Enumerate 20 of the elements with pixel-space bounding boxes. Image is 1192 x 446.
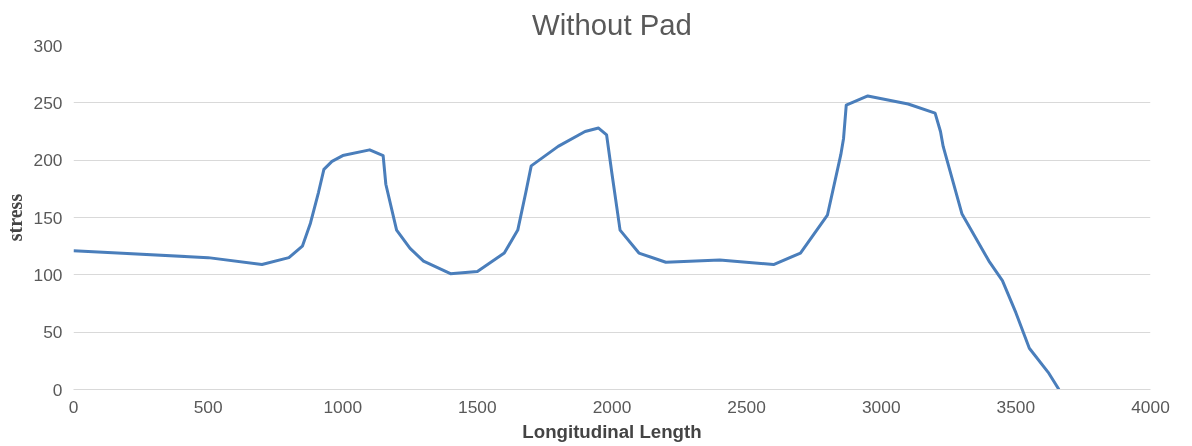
y-tick-label: 150 bbox=[33, 207, 63, 228]
x-tick-label: 500 bbox=[193, 396, 223, 417]
line-series bbox=[73, 94, 1061, 390]
y-tick-label: 200 bbox=[33, 150, 63, 171]
y-tick-label: 50 bbox=[43, 322, 63, 343]
x-tick-label: 2500 bbox=[727, 396, 766, 417]
x-tick-label: 3000 bbox=[861, 396, 901, 417]
x-tick-label: 0 bbox=[68, 396, 79, 417]
y-tick-label: 300 bbox=[33, 35, 63, 56]
y-tick-label: 100 bbox=[33, 264, 63, 285]
x-tick-label: 4000 bbox=[1131, 396, 1170, 417]
y-tick-label: 0 bbox=[52, 379, 63, 400]
chart-title: Without Pad bbox=[532, 7, 692, 41]
x-tick-label: 3500 bbox=[996, 396, 1036, 417]
x-tick-label: 1000 bbox=[323, 396, 363, 417]
x-tick-label: 1500 bbox=[458, 396, 497, 417]
y-axis-title: stress bbox=[3, 193, 26, 242]
y-tick-label: 250 bbox=[33, 92, 63, 113]
x-tick-label: 2000 bbox=[592, 396, 632, 417]
x-axis-title: Longitudinal Length bbox=[522, 420, 702, 442]
